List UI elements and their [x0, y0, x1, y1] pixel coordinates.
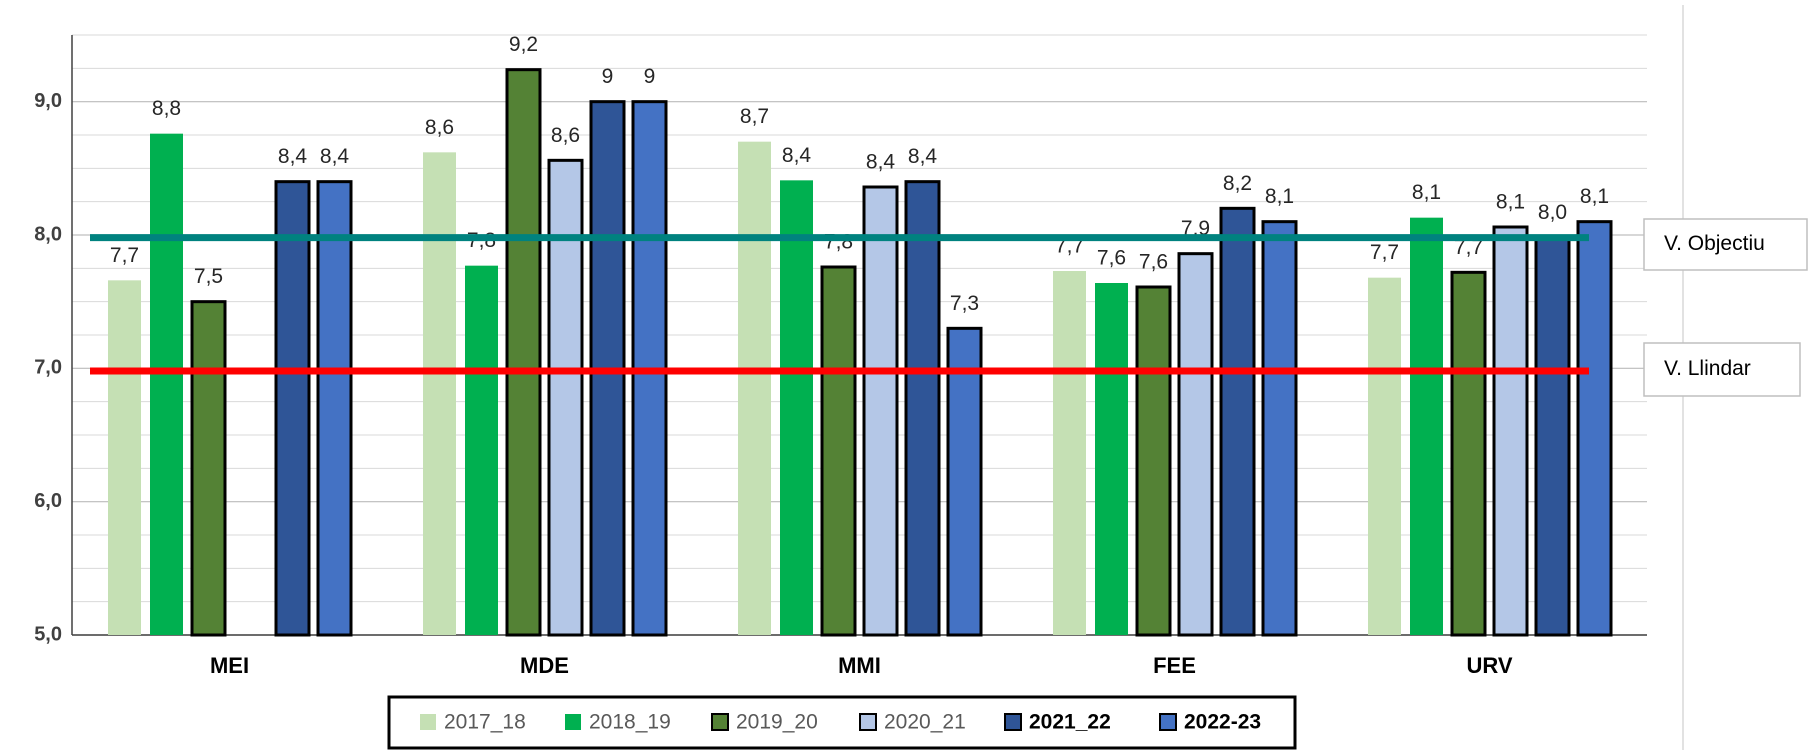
x-tick-label: MMI — [838, 653, 881, 678]
legend-swatch — [859, 713, 877, 731]
y-tick-label: 8,0 — [34, 223, 62, 245]
legend-label: 2022-23 — [1184, 711, 1261, 734]
bar — [547, 158, 584, 637]
data-label: 7,6 — [1139, 251, 1168, 274]
bar — [904, 180, 941, 637]
data-label: 7,7 — [1370, 241, 1399, 264]
legend-label: 2018_19 — [589, 711, 671, 734]
data-label: 8,7 — [740, 105, 769, 128]
legend-label: 2019_20 — [736, 711, 818, 734]
data-label: 7,7 — [110, 244, 139, 267]
bar — [1534, 236, 1571, 637]
data-label: 7,5 — [194, 265, 223, 288]
bar — [274, 180, 311, 637]
legend-swatch — [1004, 713, 1022, 731]
data-label: 8,8 — [152, 97, 181, 120]
data-label: 7,8 — [824, 231, 853, 254]
reference-label-box — [1643, 218, 1808, 271]
reference-label-box — [1643, 342, 1801, 397]
bar — [820, 265, 857, 637]
bar — [150, 133, 183, 635]
legend-swatch — [711, 713, 729, 731]
data-label: 8,1 — [1580, 185, 1609, 208]
data-label: 8,1 — [1265, 185, 1294, 208]
bar — [862, 185, 899, 637]
data-label: 8,4 — [278, 145, 308, 168]
data-label: 8,4 — [782, 144, 812, 167]
bar — [505, 68, 542, 637]
legend-swatch — [420, 714, 436, 730]
reference-label: V. Objectiu — [1664, 232, 1765, 255]
data-label: 8,4 — [866, 151, 896, 174]
data-label: 9 — [644, 65, 656, 88]
x-tick-label: MDE — [520, 653, 569, 678]
legend-label: 2020_21 — [884, 711, 966, 734]
data-label: 8,6 — [551, 124, 580, 147]
data-label: 8,1 — [1496, 191, 1525, 214]
bar — [1261, 220, 1298, 637]
legend-label: 2021_22 — [1029, 711, 1111, 734]
bar — [780, 180, 813, 636]
legend-swatch — [565, 714, 581, 730]
bar — [465, 265, 498, 635]
data-label: 7,6 — [1097, 247, 1126, 270]
data-label: 7,7 — [1454, 236, 1483, 259]
bar — [316, 180, 353, 637]
data-label: 8,4 — [908, 145, 938, 168]
bar — [1492, 225, 1529, 637]
data-label: 8,2 — [1223, 172, 1252, 195]
bar — [1450, 270, 1487, 637]
bar — [1368, 277, 1401, 635]
legend-box — [387, 695, 1297, 750]
bar — [1576, 220, 1613, 637]
data-label: 8,1 — [1412, 181, 1441, 204]
y-tick-label: 6,0 — [34, 490, 62, 512]
bar — [1177, 252, 1214, 637]
bar — [1095, 283, 1128, 635]
data-label: 8,0 — [1538, 201, 1567, 224]
legend-label: 2017_18 — [444, 711, 526, 734]
bar — [1053, 271, 1086, 635]
bar — [1219, 206, 1256, 637]
bar — [1410, 217, 1443, 635]
bar — [1135, 285, 1172, 637]
x-tick-label: URV — [1466, 653, 1512, 678]
y-tick-label: 7,0 — [34, 357, 62, 379]
x-tick-label: FEE — [1153, 653, 1196, 678]
data-label: 8,6 — [425, 116, 454, 139]
y-tick-label: 9,0 — [34, 90, 62, 112]
bar — [946, 326, 983, 637]
bar — [738, 141, 771, 635]
bar — [423, 152, 456, 636]
data-label: 8,4 — [320, 145, 350, 168]
data-label: 9,2 — [509, 33, 538, 56]
bar — [190, 300, 227, 637]
legend-swatch — [1159, 713, 1177, 731]
data-label: 9 — [602, 65, 614, 88]
y-tick-label: 5,0 — [34, 623, 62, 645]
bar — [108, 280, 141, 635]
data-label: 7,3 — [950, 292, 979, 315]
reference-label: V. Llindar — [1664, 357, 1751, 380]
x-tick-label: MEI — [210, 653, 249, 678]
